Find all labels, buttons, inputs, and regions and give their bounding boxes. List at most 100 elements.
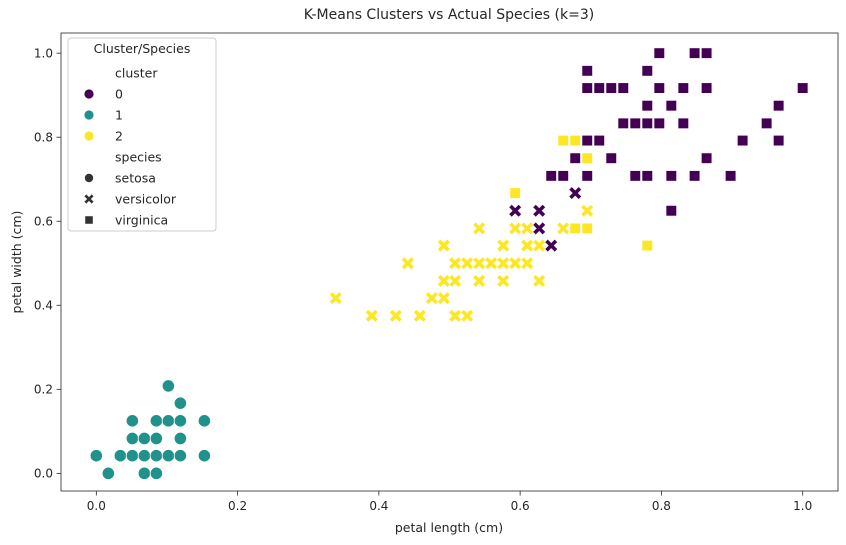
data-point-virginica-cluster-0: [641, 170, 653, 182]
data-point-setosa-cluster-1: [161, 379, 175, 393]
data-point-setosa-cluster-1: [125, 431, 139, 446]
data-point-setosa-cluster-1: [173, 449, 187, 463]
x-axis-label: petal length (cm): [395, 520, 503, 535]
data-point-versicolor-cluster-0: [532, 221, 546, 235]
data-point-virginica-cluster-0: [629, 170, 641, 182]
data-point-virginica-cluster-2: [581, 152, 593, 164]
data-point-virginica-cluster-0: [653, 47, 665, 59]
data-point-virginica-cluster-0: [593, 82, 605, 94]
legend-marker-versicolor: [83, 193, 95, 205]
data-point-setosa-cluster-1: [149, 414, 163, 428]
data-point-virginica-cluster-0: [677, 82, 689, 94]
data-point-setosa-cluster-1: [173, 431, 187, 446]
data-point-versicolor-cluster-2: [556, 221, 570, 235]
data-point-virginica-cluster-0: [701, 152, 713, 164]
data-point-versicolor-cluster-2: [484, 256, 498, 270]
data-point-versicolor-cluster-2: [496, 256, 510, 270]
data-point-versicolor-cluster-2: [496, 239, 510, 253]
data-point-setosa-cluster-1: [137, 431, 151, 446]
data-point-versicolor-cluster-2: [580, 204, 594, 218]
x-tick-label: 0.2: [228, 499, 247, 513]
legend-label-species: versicolor: [115, 192, 177, 207]
data-point-setosa-cluster-1: [137, 466, 151, 480]
data-point-versicolor-cluster-2: [448, 256, 462, 270]
legend-marker-cluster-2: [83, 130, 95, 142]
data-point-versicolor-cluster-2: [532, 274, 546, 288]
data-point-virginica-cluster-0: [557, 170, 569, 182]
data-point-versicolor-cluster-0: [532, 204, 546, 218]
data-point-setosa-cluster-1: [137, 449, 151, 463]
data-point-versicolor-cluster-2: [437, 239, 451, 253]
data-point-setosa-cluster-1: [149, 431, 163, 446]
data-point-setosa-cluster-1: [89, 449, 103, 463]
data-point-versicolor-cluster-2: [365, 309, 379, 323]
data-point-virginica-cluster-0: [581, 170, 593, 182]
x-axis: 0.0 0.2 0.4 0.6 0.8 1.0: [87, 491, 812, 513]
y-tick-label: 1.0: [34, 46, 53, 60]
data-point-versicolor-cluster-2: [437, 291, 451, 305]
data-point-setosa-cluster-1: [173, 414, 187, 428]
data-point-versicolor-cluster-2: [520, 256, 534, 270]
data-point-virginica-cluster-0: [569, 152, 581, 164]
data-point-virginica-cluster-0: [665, 100, 677, 112]
data-point-setosa-cluster-1: [197, 449, 211, 463]
data-point-virginica-cluster-2: [557, 134, 569, 147]
x-tick-label: 0.8: [652, 499, 671, 513]
data-point-setosa-cluster-1: [149, 449, 163, 463]
data-point-versicolor-cluster-2: [437, 274, 451, 288]
data-point-virginica-cluster-2: [569, 134, 581, 147]
data-point-versicolor-cluster-0: [568, 186, 582, 200]
legend-marker-cluster-1: [83, 109, 95, 121]
data-point-virginica-cluster-0: [641, 65, 653, 77]
legend-label-cluster: 1: [115, 108, 123, 123]
data-point-setosa-cluster-1: [173, 396, 187, 410]
data-point-versicolor-cluster-2: [448, 274, 462, 288]
legend-marker-cluster-0: [83, 88, 95, 100]
data-point-virginica-cluster-0: [689, 47, 701, 59]
chart-title: K-Means Clusters vs Actual Species (k=3): [304, 7, 594, 23]
data-point-virginica-cluster-0: [701, 47, 713, 59]
data-point-versicolor-cluster-2: [460, 256, 474, 270]
x-tick-label: 0.4: [369, 499, 388, 513]
legend-marker-virginica: [84, 215, 94, 225]
data-point-versicolor-cluster-2: [460, 309, 474, 323]
plot-frame: [60, 32, 839, 492]
data-point-versicolor-cluster-2: [508, 221, 522, 235]
data-point-virginica-cluster-0: [689, 170, 701, 182]
x-tick-label: 0.0: [87, 499, 106, 513]
data-point-virginica-cluster-0: [617, 117, 629, 129]
data-point-setosa-cluster-1: [125, 414, 139, 428]
data-point-virginica-cluster-0: [581, 134, 593, 147]
data-point-virginica-cluster-0: [665, 170, 677, 182]
data-point-virginica-cluster-2: [509, 187, 521, 199]
legend-marker-setosa: [84, 172, 95, 183]
data-point-virginica-cluster-0: [545, 170, 557, 182]
legend-title: Cluster/Species: [94, 41, 191, 56]
data-point-versicolor-cluster-2: [389, 309, 403, 323]
data-point-versicolor-cluster-2: [496, 274, 510, 288]
y-axis: 0.0 0.2 0.4 0.6 0.8 1.0: [34, 46, 61, 481]
data-point-virginica-cluster-0: [737, 134, 749, 147]
data-point-versicolor-cluster-0: [508, 204, 522, 218]
data-point-setosa-cluster-1: [113, 449, 127, 463]
y-tick-label: 0.0: [34, 467, 53, 481]
y-axis-label: petal width (cm): [9, 211, 24, 314]
data-point-virginica-cluster-0: [629, 117, 641, 129]
data-point-setosa-cluster-1: [101, 466, 115, 480]
data-point-virginica-cluster-0: [653, 117, 665, 129]
data-point-virginica-cluster-0: [593, 134, 605, 147]
data-point-virginica-cluster-0: [677, 117, 689, 129]
points-layer: [89, 47, 809, 480]
data-point-virginica-cluster-0: [605, 82, 617, 94]
legend: Cluster/Species cluster 0 1 2 species setosa ve…: [67, 37, 217, 232]
data-point-virginica-cluster-0: [725, 170, 737, 182]
data-point-setosa-cluster-1: [161, 449, 175, 463]
data-point-versicolor-cluster-2: [413, 309, 427, 323]
data-point-virginica-cluster-0: [581, 65, 593, 77]
data-point-versicolor-cluster-2: [472, 274, 486, 288]
data-point-virginica-cluster-2: [581, 222, 593, 234]
x-tick-label: 0.6: [511, 499, 530, 513]
data-point-virginica-cluster-0: [641, 117, 653, 129]
legend-label-species: virginica: [115, 213, 168, 228]
data-point-versicolor-cluster-0: [544, 239, 558, 253]
